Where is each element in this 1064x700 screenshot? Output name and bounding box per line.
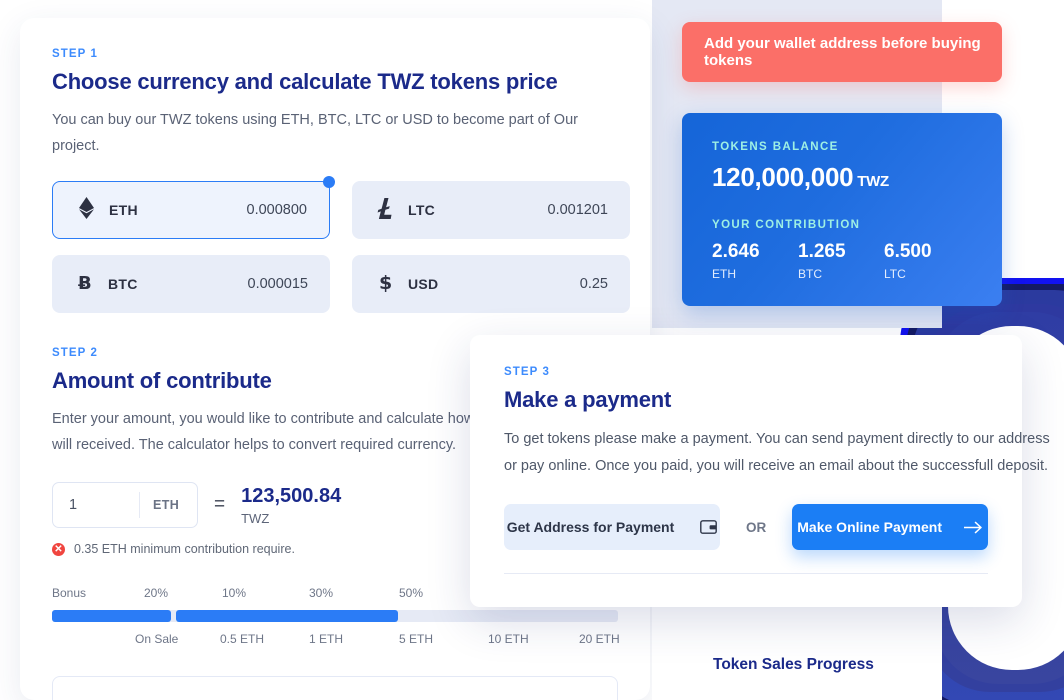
tokens-balance-card: TOKENS BALANCE 120,000,000 TWZ YOUR CONTR… xyxy=(682,113,1002,306)
step2-section: STEP 2 Amount of contribute Enter your a… xyxy=(52,347,620,650)
tokens-balance-caption: TOKENS BALANCE xyxy=(712,141,839,153)
contribution-item-eth: 2.646 ETH xyxy=(712,241,798,281)
conversion-result: 123,500.84 TWZ xyxy=(241,485,341,526)
wallet-address-alert[interactable]: Add your wallet address before buying to… xyxy=(682,22,1002,82)
tokens-balance-number: 120,000,000 xyxy=(712,162,854,192)
contribution-unit: ETH xyxy=(712,267,736,281)
token-sales-progress-title: Token Sales Progress xyxy=(713,656,874,673)
bonus-tick-2: 1 ETH xyxy=(309,632,344,646)
step1-title: Choose currency and calculate TWZ tokens… xyxy=(52,69,558,94)
totals-table: + 20% SALE BONUS + 30% AMOUNT BONUS TOTA… xyxy=(52,676,618,700)
bonus-tick-labels: On Sale 0.5 ETH 1 ETH 5 ETH 10 ETH 20 ET… xyxy=(52,632,620,650)
contribution-value: 6.500 xyxy=(884,241,932,262)
bonus-percent-labels: Bonus 20% 10% 30% 50% xyxy=(52,586,618,604)
make-online-payment-button[interactable]: Make Online Payment xyxy=(792,504,988,550)
currency-value: 0.000800 xyxy=(246,202,307,218)
currency-name: ETH xyxy=(109,202,138,218)
step1-description: You can buy our TWZ tokens using ETH, BT… xyxy=(52,112,578,154)
bonus-percent-1: 10% xyxy=(222,586,247,600)
contribution-item-ltc: 6.500 LTC xyxy=(884,241,970,281)
currency-name: USD xyxy=(408,276,439,292)
bonus-segment-filled-1 xyxy=(52,610,171,622)
contribution-item-btc: 1.265 BTC xyxy=(798,241,884,281)
amount-currency-suffix: ETH xyxy=(139,492,179,518)
tokens-balance-amount: 120,000,000 TWZ xyxy=(712,162,1002,193)
token-sales-progress-card: Token Sales Progress xyxy=(652,604,942,700)
bonus-tick-4: 10 ETH xyxy=(488,632,529,646)
contribution-unit: BTC xyxy=(798,267,822,281)
bonus-percent-0: 20% xyxy=(144,586,169,600)
tokens-balance-unit: TWZ xyxy=(857,173,889,190)
dollar-icon: $ xyxy=(374,271,396,297)
svg-text:$: $ xyxy=(379,272,392,293)
currency-option-btc[interactable]: Ƀ BTC 0.000015 xyxy=(52,255,330,313)
make-online-payment-label: Make Online Payment xyxy=(797,519,942,535)
contribution-list: 2.646 ETH 1.265 BTC 6.500 LTC xyxy=(712,241,1002,281)
svg-text:Ƀ: Ƀ xyxy=(78,273,92,293)
currency-name: LTC xyxy=(408,202,436,218)
contribution-value: 1.265 xyxy=(798,241,846,262)
result-value: 123,500.84 xyxy=(241,484,342,507)
bonus-tick-3: 5 ETH xyxy=(399,632,434,646)
amount-calculator-row: ETH = 123,500.84 TWZ xyxy=(52,482,618,528)
currency-option-ltc[interactable]: LTC 0.001201 xyxy=(352,181,630,239)
get-address-label: Get Address for Payment xyxy=(506,519,675,535)
step1-label: STEP 1 xyxy=(52,48,99,60)
bitcoin-icon: Ƀ xyxy=(74,271,96,297)
currency-value: 0.25 xyxy=(579,276,608,292)
alert-message: Add your wallet address before buying to… xyxy=(704,35,981,69)
bonus-tick-1: 0.5 ETH xyxy=(220,632,265,646)
bonus-legend: Bonus xyxy=(52,586,87,600)
wallet-card-icon xyxy=(700,520,718,534)
step3-title: Make a payment xyxy=(504,387,672,412)
or-separator: OR xyxy=(746,519,767,535)
minimum-contribution-error: ✕ 0.35 ETH minimum contribution require. xyxy=(52,542,618,556)
selected-indicator-dot xyxy=(323,176,335,188)
ethereum-icon xyxy=(75,197,97,223)
step2-label: STEP 2 xyxy=(52,347,99,359)
currency-value: 0.001201 xyxy=(547,202,608,218)
currency-option-usd[interactable]: $ USD 0.25 xyxy=(352,255,630,313)
bonus-segment-filled-2 xyxy=(176,610,398,622)
amount-input[interactable] xyxy=(53,483,139,527)
your-contribution-caption: YOUR CONTRIBUTION xyxy=(712,219,861,231)
result-unit: TWZ xyxy=(241,510,270,526)
step2-title: Amount of contribute xyxy=(52,368,272,393)
contribution-unit: LTC xyxy=(884,267,906,281)
payment-actions: Get Address for Payment OR Make Online P… xyxy=(504,504,988,550)
currency-option-eth[interactable]: ETH 0.000800 xyxy=(52,176,335,239)
bonus-tick-0: On Sale xyxy=(135,632,179,646)
bonus-percent-3: 50% xyxy=(399,586,424,600)
make-payment-modal: STEP 3 Make a payment To get tokens plea… xyxy=(470,335,1050,607)
arrow-right-icon xyxy=(963,521,983,534)
step3-label: STEP 3 xyxy=(504,366,551,378)
bonus-percent-2: 30% xyxy=(309,586,334,600)
contribution-value: 2.646 xyxy=(712,241,760,262)
error-message: 0.35 ETH minimum contribution require. xyxy=(74,542,295,556)
step3-description: To get tokens please make a payment. You… xyxy=(504,431,1050,474)
equals-sign: = xyxy=(214,494,226,515)
bonus-slider[interactable]: Bonus 20% 10% 30% 50% On Sale 0.5 ETH 1 … xyxy=(52,586,620,650)
currency-value: 0.000015 xyxy=(247,276,308,292)
litecoin-icon xyxy=(374,197,396,223)
amount-input-group[interactable]: ETH xyxy=(52,482,198,528)
currency-grid: ETH 0.000800 LTC 0.001201 Ƀ xyxy=(52,176,630,313)
currency-name: BTC xyxy=(108,276,138,292)
bonus-tick-5: 20 ETH xyxy=(579,632,620,646)
step2-description: Enter your amount, you would like to con… xyxy=(52,411,588,453)
get-address-button[interactable]: Get Address for Payment xyxy=(504,504,721,550)
modal-divider xyxy=(504,573,988,574)
error-circle-icon: ✕ xyxy=(52,542,65,556)
bonus-slider-track[interactable] xyxy=(52,610,618,622)
